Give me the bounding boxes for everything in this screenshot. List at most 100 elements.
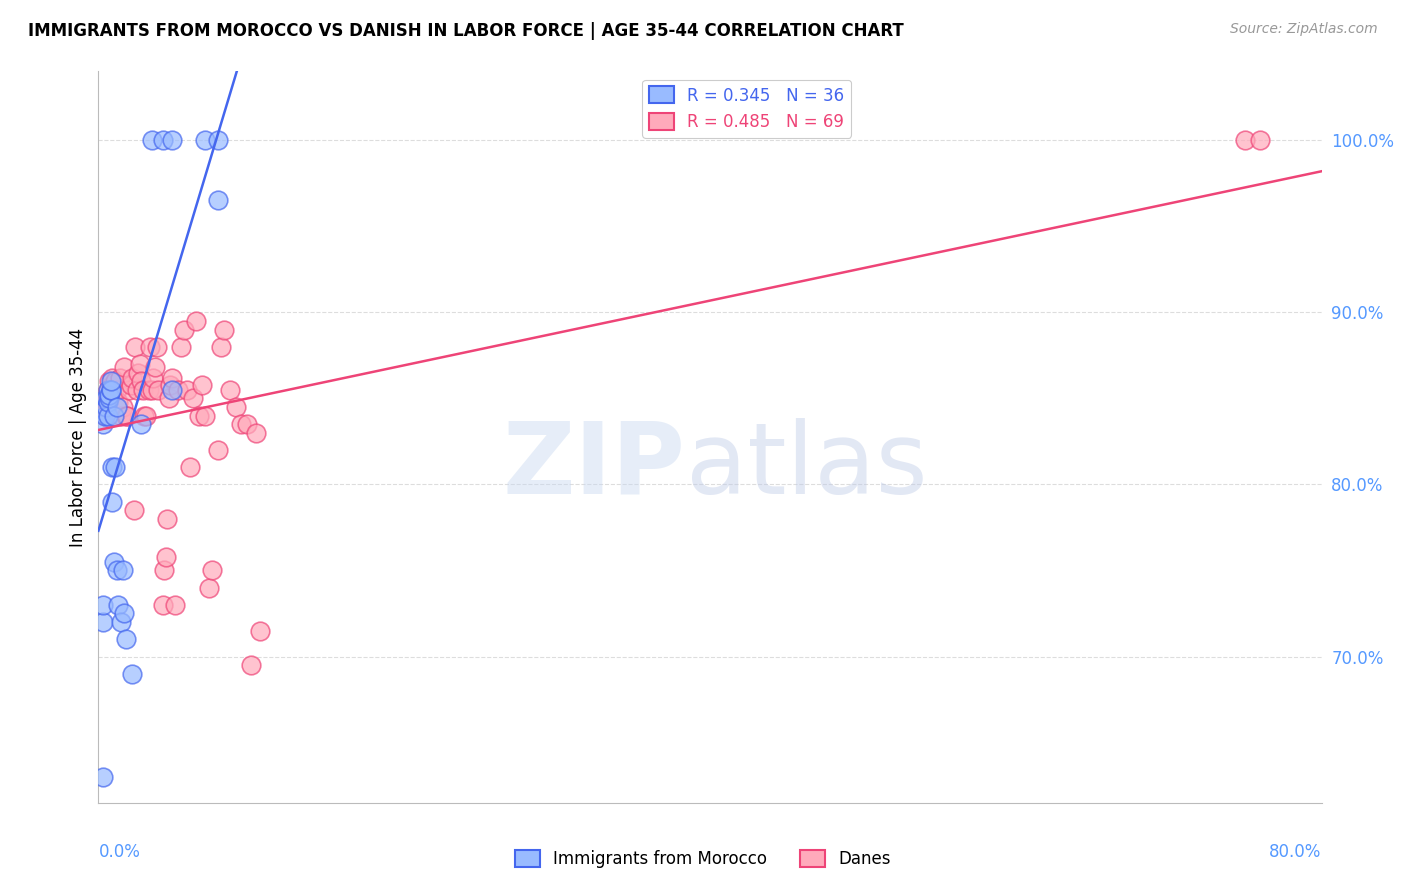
Point bbox=[229, 417, 252, 432]
Point bbox=[125, 383, 148, 397]
Point bbox=[245, 425, 267, 440]
Point bbox=[112, 607, 135, 621]
Legend: Immigrants from Morocco, Danes: Immigrants from Morocco, Danes bbox=[508, 843, 898, 875]
Point bbox=[100, 374, 122, 388]
Point bbox=[146, 383, 169, 397]
Point bbox=[121, 666, 143, 681]
Point bbox=[124, 340, 146, 354]
Point bbox=[170, 340, 193, 354]
Point bbox=[97, 383, 120, 397]
Point bbox=[94, 394, 117, 409]
Point bbox=[111, 400, 134, 414]
Point bbox=[127, 366, 149, 380]
Point bbox=[212, 322, 235, 336]
Y-axis label: In Labor Force | Age 35-44: In Labor Force | Age 35-44 bbox=[69, 327, 87, 547]
Point bbox=[101, 370, 124, 384]
Point bbox=[120, 377, 142, 392]
Point bbox=[122, 503, 145, 517]
Text: Source: ZipAtlas.com: Source: ZipAtlas.com bbox=[1230, 22, 1378, 37]
Point bbox=[98, 388, 121, 402]
Point bbox=[209, 340, 232, 354]
Point bbox=[176, 383, 198, 397]
Point bbox=[117, 409, 139, 423]
Point bbox=[110, 409, 132, 423]
Point bbox=[152, 133, 174, 147]
Point bbox=[235, 417, 257, 432]
Point bbox=[181, 392, 204, 406]
Point bbox=[160, 370, 183, 384]
Point bbox=[138, 383, 160, 397]
Point bbox=[98, 392, 121, 406]
Point bbox=[207, 442, 229, 457]
Point bbox=[145, 340, 167, 354]
Point bbox=[160, 383, 183, 397]
Point bbox=[249, 624, 271, 638]
Point bbox=[179, 460, 201, 475]
Point bbox=[97, 394, 120, 409]
Point bbox=[97, 409, 120, 423]
Point bbox=[155, 549, 177, 564]
Point bbox=[115, 632, 138, 647]
Point bbox=[240, 658, 263, 673]
Point bbox=[101, 377, 124, 392]
Point bbox=[108, 370, 131, 384]
Point bbox=[197, 581, 219, 595]
Text: atlas: atlas bbox=[686, 417, 927, 515]
Point bbox=[152, 598, 174, 612]
Point bbox=[100, 383, 122, 397]
Point bbox=[132, 383, 155, 397]
Point bbox=[159, 377, 181, 392]
Point bbox=[163, 598, 186, 612]
Point bbox=[103, 409, 125, 423]
Point bbox=[94, 400, 117, 414]
Point bbox=[141, 383, 163, 397]
Point bbox=[93, 409, 115, 423]
Point bbox=[207, 133, 229, 147]
Point bbox=[143, 360, 166, 375]
Point bbox=[112, 360, 135, 375]
Point bbox=[157, 392, 180, 406]
Point bbox=[128, 357, 150, 371]
Point bbox=[194, 409, 217, 423]
Point bbox=[103, 555, 125, 569]
Point bbox=[91, 770, 114, 784]
Point bbox=[103, 409, 125, 423]
Point bbox=[139, 340, 162, 354]
Point bbox=[173, 322, 195, 336]
Point bbox=[1249, 133, 1271, 147]
Point bbox=[91, 615, 114, 629]
Point bbox=[1234, 133, 1257, 147]
Point bbox=[167, 383, 190, 397]
Point bbox=[115, 409, 138, 423]
Point bbox=[207, 194, 229, 208]
Point bbox=[97, 383, 120, 397]
Point bbox=[91, 417, 114, 432]
Point bbox=[141, 133, 163, 147]
Point bbox=[191, 377, 214, 392]
Point bbox=[101, 460, 124, 475]
Legend: R = 0.345   N = 36, R = 0.485   N = 69: R = 0.345 N = 36, R = 0.485 N = 69 bbox=[643, 79, 851, 137]
Point bbox=[94, 392, 117, 406]
Point bbox=[129, 417, 152, 432]
Point bbox=[107, 394, 129, 409]
Point bbox=[160, 133, 183, 147]
Point bbox=[153, 564, 176, 578]
Point bbox=[105, 564, 128, 578]
Point bbox=[200, 564, 222, 578]
Point bbox=[104, 460, 127, 475]
Text: ZIP: ZIP bbox=[503, 417, 686, 515]
Point bbox=[110, 615, 132, 629]
Point bbox=[129, 374, 152, 388]
Point bbox=[111, 564, 134, 578]
Text: IMMIGRANTS FROM MOROCCO VS DANISH IN LABOR FORCE | AGE 35-44 CORRELATION CHART: IMMIGRANTS FROM MOROCCO VS DANISH IN LAB… bbox=[28, 22, 904, 40]
Point bbox=[134, 409, 156, 423]
Point bbox=[118, 383, 141, 397]
Point bbox=[121, 370, 143, 384]
Point bbox=[91, 598, 114, 612]
Point bbox=[101, 494, 124, 508]
Point bbox=[194, 133, 217, 147]
Point bbox=[225, 400, 247, 414]
Point bbox=[135, 409, 157, 423]
Point bbox=[104, 374, 127, 388]
Point bbox=[188, 409, 211, 423]
